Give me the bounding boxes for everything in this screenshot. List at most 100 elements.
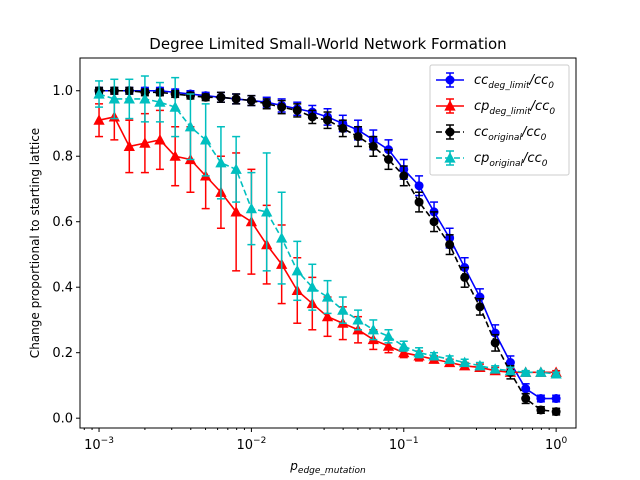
x-tick-label-exponent: 0 — [562, 436, 568, 446]
x-tick-label: 10−3 — [84, 436, 114, 453]
data-point — [550, 368, 562, 379]
data-point — [169, 150, 181, 161]
data-point — [536, 394, 546, 404]
data-point — [384, 155, 394, 165]
data-point — [230, 206, 242, 217]
legend-label-part: /cc — [521, 125, 541, 140]
data-point — [413, 346, 425, 358]
plot-area — [93, 75, 562, 417]
data-point — [398, 340, 410, 351]
plot-frame — [79, 57, 577, 429]
data-point — [536, 405, 546, 415]
legend-label-part: /cc — [522, 151, 542, 166]
x-tick-label-base: 10 — [545, 438, 562, 453]
x-tick-label: 10−2 — [236, 436, 266, 453]
data-point — [535, 366, 547, 377]
data-point — [321, 291, 334, 302]
data-point — [246, 96, 256, 106]
y-tick-label: 0.6 — [52, 215, 73, 230]
legend-label-part: cp — [474, 151, 489, 166]
data-point — [444, 353, 456, 364]
x-axis-label: pedge_mutation — [289, 459, 366, 476]
legend-entry: cpdeg_limit/cc0 — [436, 98, 555, 117]
x-tick-label-base: 10 — [389, 438, 406, 453]
y-tick-label: 0.0 — [52, 412, 73, 427]
legend-entry: cporiginal/cc0 — [436, 150, 548, 169]
data-point — [323, 115, 333, 125]
legend-label-part: 0 — [549, 107, 555, 117]
legend-label: ccoriginal/cc0 — [474, 125, 547, 143]
data-point — [307, 112, 317, 122]
x-tick-label-base: 10 — [236, 438, 253, 453]
data-point — [245, 202, 258, 214]
x-tick-label: 100 — [545, 436, 568, 453]
legend-label-part: original — [488, 133, 522, 143]
data-point — [139, 137, 151, 148]
data-point — [200, 134, 212, 145]
y-axis-label: Change proportional to starting lattice — [28, 128, 42, 358]
x-axis: 10−3 10−2 10−1 100 — [83, 428, 568, 453]
data-point — [123, 140, 135, 151]
x-axis-label-main: p — [289, 459, 298, 473]
data-point — [445, 127, 455, 137]
legend: ccdeg_limit/cc0cpdeg_limit/cc0ccoriginal… — [429, 64, 570, 176]
data-point — [368, 141, 378, 151]
data-point — [474, 359, 486, 371]
legend-label-part: 0 — [548, 81, 554, 91]
data-point — [489, 363, 501, 374]
data-point — [414, 181, 424, 191]
legend-label-part: deg_limit — [488, 81, 530, 91]
data-point — [201, 92, 211, 102]
legend-entry: ccdeg_limit/cc0 — [436, 72, 554, 91]
data-point — [306, 281, 318, 292]
data-point — [352, 314, 364, 325]
data-point — [154, 134, 166, 145]
data-point — [551, 407, 561, 417]
data-point — [520, 366, 532, 377]
data-point — [490, 338, 500, 348]
data-point — [338, 123, 348, 133]
data-point — [444, 100, 456, 111]
legend-label-part: cp — [474, 99, 489, 114]
data-point — [337, 304, 349, 315]
series-cp-original — [93, 75, 562, 379]
data-point — [398, 346, 410, 358]
data-point — [353, 132, 363, 142]
legend-label-part: cc — [474, 125, 488, 140]
data-point — [139, 93, 151, 104]
y-tick-label: 0.8 — [52, 150, 73, 165]
data-point — [521, 394, 531, 404]
legend-label-part: /cc — [529, 73, 549, 88]
x-tick-label-exponent: −2 — [253, 436, 266, 446]
legend-label-part: /cc — [530, 99, 550, 114]
data-point — [445, 75, 455, 85]
x-tick-label-exponent: −1 — [405, 436, 418, 446]
data-point — [215, 156, 227, 168]
data-point — [444, 152, 456, 163]
data-point — [521, 384, 531, 394]
data-point — [382, 340, 395, 351]
data-point — [414, 197, 424, 207]
y-tick-label: 0.2 — [52, 346, 73, 361]
data-point — [93, 114, 105, 125]
x-tick-label-exponent: −3 — [101, 436, 114, 446]
data-point — [551, 394, 561, 404]
x-tick-label-base: 10 — [84, 438, 101, 453]
data-point — [184, 120, 197, 132]
data-point — [154, 96, 166, 107]
legend-label-part: 0 — [542, 159, 548, 169]
legend-label-part: 0 — [541, 133, 547, 143]
data-point — [93, 88, 105, 99]
legend-label-part: cc — [474, 73, 488, 88]
data-point — [123, 93, 135, 104]
data-point — [475, 302, 485, 312]
legend-frame — [429, 64, 570, 176]
legend-label-part: original — [489, 159, 523, 169]
legend-entry: ccoriginal/cc0 — [436, 124, 547, 143]
data-point — [216, 92, 226, 102]
data-point — [367, 323, 379, 335]
data-point — [230, 163, 242, 174]
y-axis: 0.0 0.2 0.4 0.6 0.8 1.0 — [52, 84, 80, 427]
chart-title: Degree Limited Small-World Network Forma… — [149, 35, 506, 53]
data-point — [261, 206, 273, 217]
